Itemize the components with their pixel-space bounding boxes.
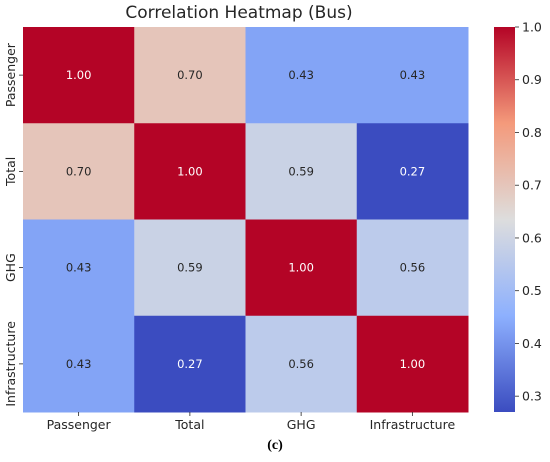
colorbar-tick-label: 0.9 [522,72,542,87]
heatmap-cell [356,123,469,220]
heatmap-cell [134,219,246,317]
heatmap-cell [23,27,135,124]
heatmap-cell [134,315,246,413]
cell-value-label: 0.59 [288,164,314,178]
heatmap-cell [356,315,469,413]
cell-value-label: 0.56 [288,357,314,371]
colorbar-tick-label: 0.4 [522,336,542,351]
heatmap-cell [245,315,358,413]
cell-value-label: 0.27 [177,357,203,371]
heatmap-cell [23,123,135,220]
cell-value-label: 0.27 [400,164,426,178]
heatmap-cell [23,219,135,317]
heatmap-cell [356,219,469,317]
x-tick-label: Total [174,417,204,432]
cell-value-label: 0.43 [400,68,426,82]
cell-value-label: 0.43 [66,357,92,371]
colorbar-gradient [494,27,515,412]
colorbar-tick-label: 0.7 [522,178,542,193]
colorbar-tick-label: 0.6 [522,230,542,245]
cell-value-label: 0.43 [66,261,92,275]
cell-value-label: 0.43 [288,68,314,82]
heatmap-cell [23,315,135,413]
cell-value-label: 0.56 [400,261,426,275]
colorbar-tick-label: 1.0 [522,20,542,35]
heatmap-chart: Correlation Heatmap (Bus) 1.00 0.70 0.43 0.… [3,3,542,432]
heatmap-cell [356,27,469,124]
cell-value-label: 1.00 [66,68,92,82]
cell-value-label: 0.70 [177,68,203,82]
x-tick-label: GHG [287,417,316,432]
y-tick-label: Total [3,157,18,187]
y-tick-label: Passenger [3,42,18,107]
cell-value-label: 0.59 [177,261,203,275]
x-axis: Passenger Total GHG Infrastructure [47,412,456,432]
heatmap-cell [245,219,358,317]
cell-value-label: 1.00 [288,261,314,275]
cell-value-label: 1.00 [400,357,426,371]
figure-caption: (c) [267,438,283,453]
y-tick-label: Infrastructure [3,321,18,407]
colorbar-tick-label: 0.5 [522,283,542,298]
heatmap-cell [134,27,246,124]
cell-value-label: 0.70 [66,164,92,178]
chart-title: Correlation Heatmap (Bus) [125,3,352,23]
heatmap-cell [245,27,358,124]
heatmap-cells: 1.00 0.70 0.43 0.43 0.70 1.00 0.59 0.27 0.43 0.59… [23,27,469,413]
y-axis: Passenger Total GHG Infrastructure [3,42,23,407]
y-tick-label: GHG [3,253,18,282]
heatmap-cell [245,123,358,220]
colorbar-tick-label: 0.8 [522,125,542,140]
x-tick-label: Infrastructure [370,417,456,432]
colorbar-tick-label: 0.3 [522,389,542,404]
x-tick-label: Passenger [47,417,112,432]
cell-value-label: 1.00 [177,164,203,178]
heatmap-cell [134,123,246,220]
colorbar: 1.0 0.9 0.8 0.7 0.6 0.5 0.4 0.3 [494,20,542,412]
